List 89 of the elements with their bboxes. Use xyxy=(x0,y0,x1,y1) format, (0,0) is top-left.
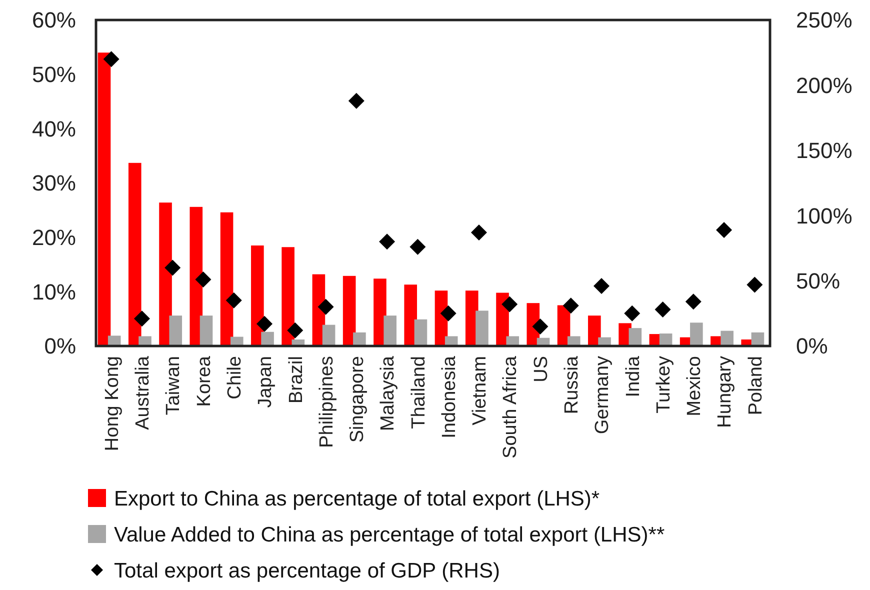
point xyxy=(594,278,610,294)
y2-tick-label: 250% xyxy=(796,8,852,33)
point xyxy=(624,305,640,322)
y-tick-label: 0% xyxy=(44,334,76,359)
point xyxy=(685,294,702,310)
bar xyxy=(628,328,642,346)
bar xyxy=(476,310,488,346)
y-tick-label: 50% xyxy=(32,62,76,88)
x-tick-label: Malaysia xyxy=(378,356,399,431)
x-tick-label: Turkey xyxy=(653,356,674,414)
bar xyxy=(588,316,601,346)
y2-tick-label: 50% xyxy=(796,268,840,294)
x-tick-label: Australia xyxy=(132,356,154,430)
bar xyxy=(159,202,172,346)
bar xyxy=(751,332,764,346)
x-tick-label: India xyxy=(622,356,644,398)
y-tick-label: 30% xyxy=(32,170,76,196)
y2-tick-label: 200% xyxy=(796,72,852,98)
x-tick-label: Chile xyxy=(224,356,246,400)
y2-tick-label: 150% xyxy=(796,138,852,164)
x-tick-label: Hungary xyxy=(714,356,736,428)
point xyxy=(746,276,763,293)
bar xyxy=(200,316,213,346)
bar xyxy=(506,336,520,346)
point xyxy=(470,224,487,241)
bar xyxy=(190,206,203,346)
point xyxy=(226,292,242,308)
x-tick-label: Philippines xyxy=(316,356,338,448)
bar xyxy=(220,212,234,346)
bar xyxy=(261,332,274,346)
bar xyxy=(128,162,142,346)
bar xyxy=(169,316,182,346)
legend-label: Total export as percentage of GDP (RHS) xyxy=(114,559,500,582)
point xyxy=(502,296,518,312)
x-tick-label: Brazil xyxy=(286,356,307,404)
point xyxy=(164,260,181,276)
x-tick-label: Korea xyxy=(194,356,215,407)
x-tick-label: Japan xyxy=(255,356,276,408)
x-tick-label: Hong Kong xyxy=(102,356,123,452)
bar xyxy=(384,316,396,346)
point xyxy=(348,92,364,109)
x-tick-label: Indonesia xyxy=(438,356,460,438)
x-tick-label: Russia xyxy=(562,356,583,414)
legend-label: Export to China as percentage of total export (LHS)* xyxy=(114,487,600,510)
point xyxy=(562,298,579,314)
point xyxy=(410,238,426,255)
y-tick-label: 60% xyxy=(32,8,76,33)
bar xyxy=(690,322,703,346)
bar xyxy=(251,245,264,346)
bar xyxy=(342,276,356,346)
point xyxy=(716,222,732,238)
y-tick-label: 40% xyxy=(32,116,76,142)
x-tick-label: Vietnam xyxy=(470,356,491,426)
point xyxy=(440,305,456,322)
bar xyxy=(720,330,734,346)
x-tick-label: Singapore xyxy=(347,356,368,443)
point xyxy=(287,322,304,338)
bar xyxy=(98,52,111,346)
bar xyxy=(567,336,580,346)
x-tick-label: South Africa xyxy=(500,356,522,458)
bar xyxy=(659,334,672,346)
point xyxy=(532,318,548,334)
x-tick-label: US xyxy=(530,356,552,382)
y-tick-label: 10% xyxy=(32,279,76,304)
point xyxy=(195,271,212,288)
point xyxy=(379,234,396,250)
bar xyxy=(374,278,386,346)
bar xyxy=(282,247,294,346)
point xyxy=(256,316,272,332)
point xyxy=(654,301,671,318)
x-tick-label: Thailand xyxy=(408,356,430,429)
x-tick-label: Poland xyxy=(745,356,766,416)
y2-tick-label: 100% xyxy=(796,203,852,228)
y2-tick-label: 0% xyxy=(796,334,828,359)
legend-label: Value Added to China as percentage of total export (LHS)** xyxy=(114,523,665,546)
bar xyxy=(138,336,152,346)
point xyxy=(134,310,150,327)
point xyxy=(103,51,120,68)
x-tick-label: Taiwan xyxy=(163,356,184,416)
y-tick-label: 20% xyxy=(32,225,76,250)
point xyxy=(318,298,334,315)
bar xyxy=(322,324,336,346)
x-tick-label: Germany xyxy=(592,356,614,434)
bar xyxy=(414,319,428,346)
bar xyxy=(404,284,418,346)
x-tick-label: Mexico xyxy=(684,356,706,416)
bar xyxy=(353,332,366,346)
bar xyxy=(108,336,121,346)
bar xyxy=(444,336,458,346)
